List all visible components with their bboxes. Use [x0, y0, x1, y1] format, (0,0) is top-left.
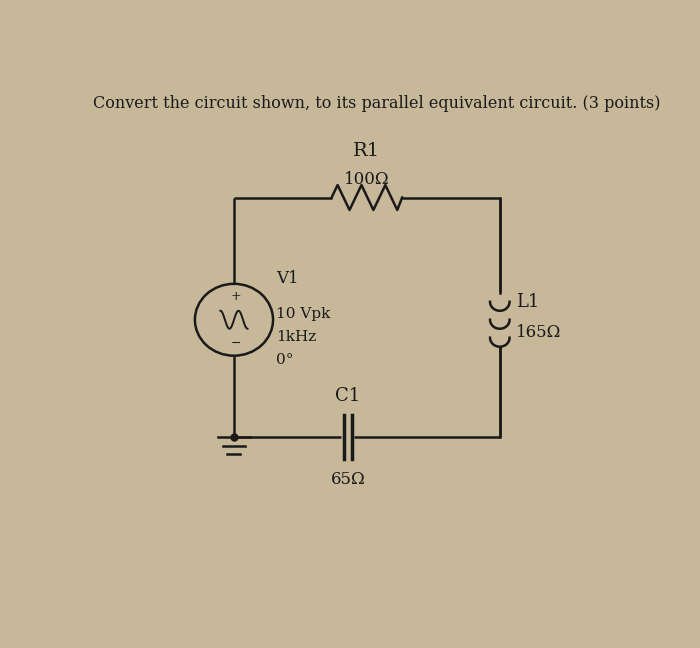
Text: Convert the circuit shown, to its parallel equivalent circuit. (3 points): Convert the circuit shown, to its parall…: [93, 95, 660, 112]
Text: +: +: [231, 290, 241, 303]
Text: 1kHz: 1kHz: [276, 330, 316, 344]
Text: L1: L1: [516, 294, 540, 311]
Text: V1: V1: [276, 270, 298, 287]
Text: 10 Vpk: 10 Vpk: [276, 307, 330, 321]
Text: 65Ω: 65Ω: [330, 471, 365, 488]
Text: 165Ω: 165Ω: [516, 324, 561, 341]
Text: C1: C1: [335, 387, 361, 404]
Text: −: −: [231, 337, 241, 350]
Text: 0°: 0°: [276, 353, 293, 367]
Text: 100Ω: 100Ω: [344, 170, 390, 187]
Text: R1: R1: [354, 142, 381, 160]
